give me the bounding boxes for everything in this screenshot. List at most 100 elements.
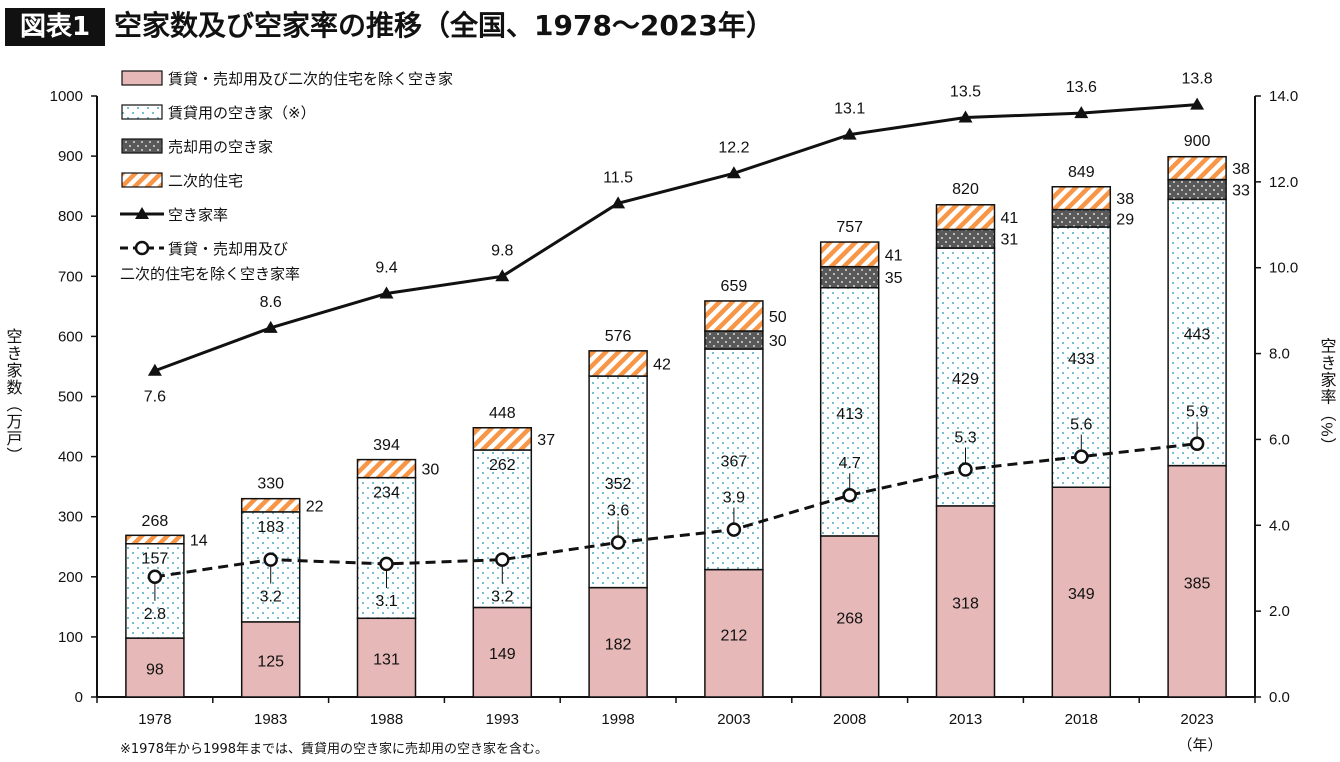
bar-label: 385 <box>1184 575 1211 592</box>
other-vacancy-rate-label: 5.9 <box>1186 404 1208 421</box>
bar-other-vacant <box>1167 464 1227 698</box>
footnote: ※1978年から1998年までは、賃貸用の空き家に売却用の空き家を含む。 <box>120 741 548 757</box>
marker-other-vacancy-rate <box>842 487 857 503</box>
bar-label: 98 <box>146 662 164 679</box>
bar-label: 183 <box>257 519 284 536</box>
legend-label: 売却用の空き家 <box>168 138 273 156</box>
legend-swatch-bar-for-sale <box>121 138 163 154</box>
y-right-tick-label: 2.0 <box>1269 603 1290 620</box>
bar-label: 212 <box>721 627 748 644</box>
marker-other-vacancy-rate <box>495 552 510 567</box>
legend-label: 賃貸・売却用及び <box>168 240 288 258</box>
legend-triangle-icon <box>135 207 149 219</box>
bar-label: 367 <box>721 453 748 470</box>
bar-label: 443 <box>1184 326 1211 343</box>
marker-other-vacancy-rate <box>263 552 278 567</box>
bar-label: 433 <box>1068 351 1095 368</box>
vacancy-rate-label: 13.1 <box>834 101 865 118</box>
y-right-tick-label: 0.0 <box>1269 689 1290 706</box>
total-label: 330 <box>257 476 284 493</box>
vacancy-rate-label: 7.6 <box>144 389 166 406</box>
legend-swatch-bar-rental <box>121 104 163 120</box>
y-tick-label: 400 <box>58 449 83 466</box>
other-vacancy-rate-label: 2.8 <box>144 606 166 623</box>
vacancy-rate-label: 12.2 <box>718 139 749 156</box>
x-tick-label: 2008 <box>833 711 866 728</box>
bar-label: 30 <box>422 462 440 479</box>
marker-vacancy-rate <box>495 269 510 282</box>
marker-vacancy-rate <box>1074 106 1089 119</box>
vacancy-rate-label: 13.5 <box>950 83 981 100</box>
bar-for-sale <box>1167 178 1227 201</box>
marker-other-vacancy-rate <box>726 522 742 537</box>
bar-secondary <box>1167 155 1227 181</box>
vacancy-rate-label: 9.8 <box>491 242 513 259</box>
bar-label: 262 <box>489 457 516 474</box>
total-label: 576 <box>605 328 632 345</box>
bar-for-sale <box>1051 208 1112 228</box>
y-right-tick-label: 10.0 <box>1269 260 1298 277</box>
bar-label: 37 <box>537 432 555 449</box>
y-tick-label: 800 <box>58 208 83 225</box>
bar-label: 31 <box>1001 232 1019 249</box>
bar-secondary <box>819 241 880 268</box>
vacancy-rate-label: 13.8 <box>1182 71 1213 88</box>
bar-secondary <box>704 300 764 332</box>
line-vacancy-rate <box>154 103 1198 373</box>
legend-label: 二次的住宅を除く空き家率 <box>120 265 300 283</box>
marker-vacancy-rate <box>1190 97 1205 110</box>
other-vacancy-rate-label: 3.1 <box>375 593 397 610</box>
other-vacancy-rate-label: 4.7 <box>839 455 861 472</box>
bar-for-sale <box>704 330 764 350</box>
bar-label: 50 <box>769 309 787 326</box>
bar-label: 29 <box>1116 211 1134 228</box>
bar-label: 131 <box>373 652 400 669</box>
total-label: 757 <box>836 219 863 236</box>
bar-other-vacant <box>472 606 533 698</box>
bar-label: 349 <box>1068 586 1095 603</box>
total-label: 900 <box>1184 133 1211 150</box>
bar-secondary <box>125 534 185 545</box>
bar-secondary <box>1051 186 1112 211</box>
bar-for-sale <box>935 228 996 249</box>
vacancy-rate-label: 13.6 <box>1066 79 1097 96</box>
bar-other-vacant <box>935 505 996 698</box>
marker-vacancy-rate <box>726 166 741 179</box>
legend-swatch-bar-other-vacant <box>121 70 163 86</box>
total-label: 849 <box>1068 164 1095 181</box>
y-tick-label: 700 <box>58 268 83 285</box>
legend-circle-icon <box>134 240 150 256</box>
marker-other-vacancy-rate <box>958 462 973 477</box>
vacancy-rate-label: 9.4 <box>375 259 397 276</box>
bar-label: 429 <box>952 371 979 388</box>
x-tick-label: 1993 <box>486 711 519 728</box>
bar-label: 182 <box>605 636 632 653</box>
figure-badge: 図表1 <box>5 8 105 46</box>
total-label: 268 <box>142 513 169 530</box>
bar-label: 30 <box>769 333 787 350</box>
y-tick-label: 0 <box>75 689 83 706</box>
x-tick-label: 2013 <box>949 711 982 728</box>
bar-label: 41 <box>1001 210 1019 227</box>
y-right-tick-label: 8.0 <box>1269 346 1290 363</box>
legend-label: 空き家率 <box>168 206 228 224</box>
bar-other-vacant <box>1051 486 1112 698</box>
bar-label: 42 <box>653 356 671 373</box>
x-tick-label: 1983 <box>254 711 287 728</box>
x-tick-label: 1998 <box>601 711 634 728</box>
y-right-tick-label: 4.0 <box>1269 517 1290 534</box>
bar-label: 318 <box>952 595 979 612</box>
total-label: 448 <box>489 405 516 422</box>
marker-other-vacancy-rate <box>147 569 163 585</box>
other-vacancy-rate-label: 3.6 <box>607 502 629 519</box>
other-vacancy-rate-label: 5.3 <box>954 429 976 446</box>
bar-label: 33 <box>1232 182 1250 199</box>
line-other-vacancy-rate <box>154 442 1198 579</box>
bar-other-vacant <box>819 535 880 698</box>
bar-secondary <box>356 458 417 479</box>
total-label: 820 <box>952 181 979 198</box>
y-tick-label: 200 <box>58 569 83 586</box>
other-vacancy-rate-label: 3.9 <box>723 490 745 507</box>
legend-label: 賃貸用の空き家（※） <box>168 104 316 122</box>
